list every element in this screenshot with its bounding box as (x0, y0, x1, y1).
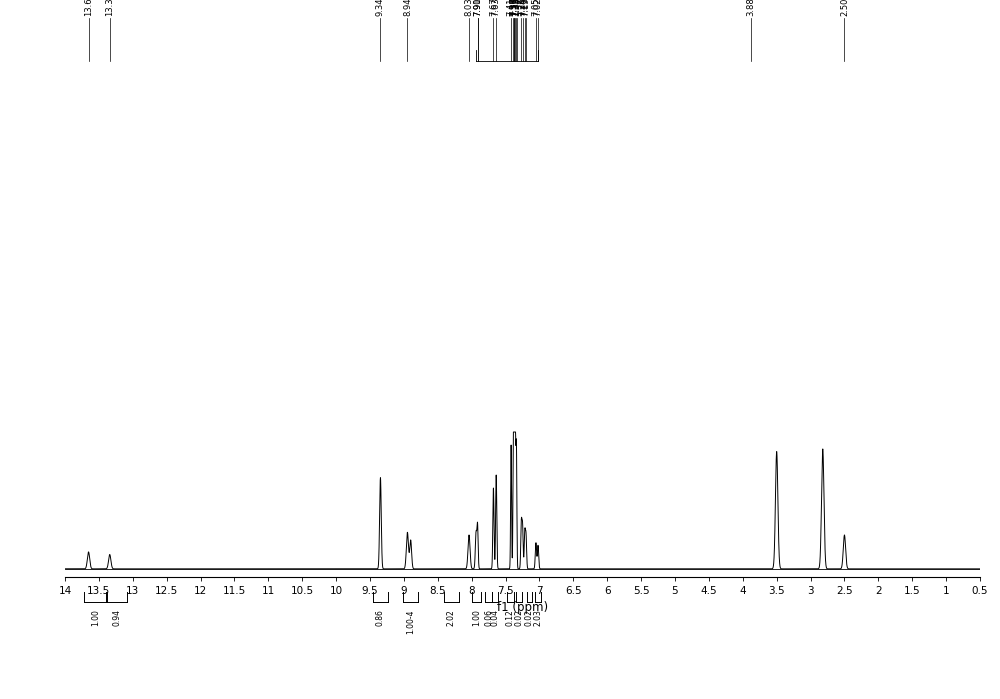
Text: 3.886: 3.886 (746, 0, 755, 16)
Text: 7.356: 7.356 (511, 0, 520, 16)
Text: 7.378: 7.378 (509, 0, 518, 16)
Text: 8.948: 8.948 (403, 0, 412, 16)
Text: 7.371: 7.371 (510, 0, 519, 16)
Text: 7.198: 7.198 (522, 0, 531, 16)
Text: 7.638: 7.638 (492, 0, 501, 16)
Text: 1.00: 1.00 (472, 609, 481, 626)
Text: 0.06: 0.06 (484, 609, 493, 626)
Text: 0.12: 0.12 (506, 609, 515, 626)
Text: 7.418: 7.418 (507, 0, 516, 16)
Text: 1.00: 1.00 (91, 609, 100, 626)
Text: 9.346: 9.346 (376, 0, 385, 16)
Text: 0.02: 0.02 (525, 609, 534, 626)
Text: 7.913: 7.913 (473, 0, 482, 16)
Text: 1.00-4: 1.00-4 (406, 609, 415, 633)
Text: 2.500: 2.500 (840, 0, 849, 16)
Text: 7.679: 7.679 (489, 0, 498, 16)
Text: 8.039: 8.039 (465, 0, 474, 16)
Text: 2.02: 2.02 (447, 609, 456, 626)
Text: 7.216: 7.216 (520, 0, 529, 16)
Text: 7.052: 7.052 (531, 0, 540, 16)
Text: 7.906: 7.906 (474, 0, 483, 16)
Text: 7.249: 7.249 (518, 0, 527, 16)
Text: 7.337: 7.337 (512, 0, 521, 16)
Text: 7.384: 7.384 (509, 0, 518, 16)
Text: 0.02: 0.02 (515, 609, 524, 626)
Text: 7.340: 7.340 (512, 0, 521, 16)
Text: 13.653: 13.653 (84, 0, 93, 16)
Text: 0.94: 0.94 (112, 609, 121, 626)
Text: 0.04: 0.04 (491, 609, 500, 626)
Text: 7.021: 7.021 (534, 0, 543, 16)
Text: 13.340: 13.340 (105, 0, 114, 16)
X-axis label: f1 (ppm): f1 (ppm) (497, 601, 548, 614)
Text: 0.86: 0.86 (376, 609, 385, 626)
Text: 2.03: 2.03 (534, 609, 543, 626)
Text: 7.267: 7.267 (517, 0, 526, 16)
